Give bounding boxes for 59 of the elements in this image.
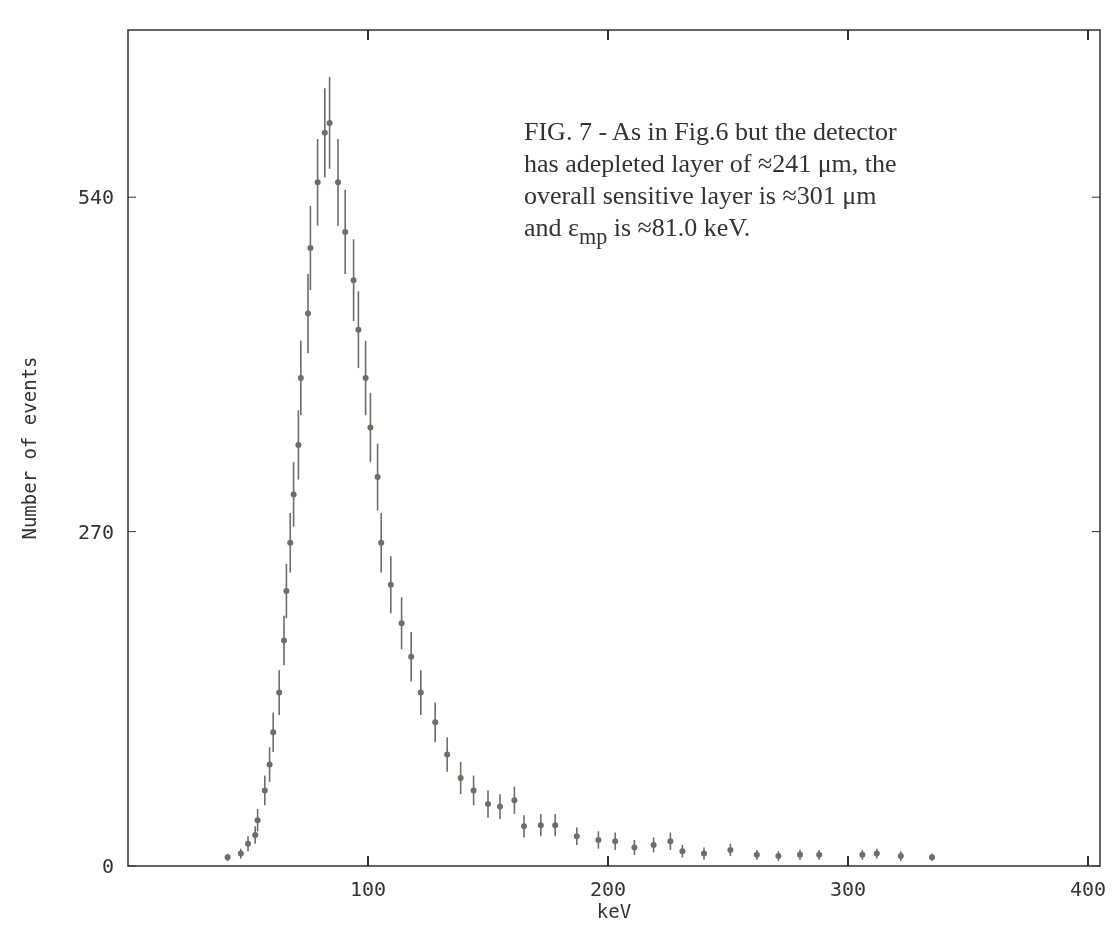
point [342,228,349,235]
point [290,491,297,498]
point [444,751,451,758]
point [314,179,321,186]
point [297,375,304,382]
point [650,841,657,848]
x-axis-title: keV [596,900,632,922]
point [537,822,544,829]
point [679,848,686,855]
point [470,787,477,794]
point [335,179,341,186]
point [552,822,559,829]
point [521,823,527,830]
point [497,803,503,810]
point [378,539,385,546]
point [295,441,302,448]
point [367,424,374,431]
point [355,326,362,333]
point [727,846,734,853]
point [261,787,268,794]
x-tick-label: 400 [1069,877,1107,901]
point [667,838,674,845]
point [573,833,580,840]
point [631,844,638,851]
point [432,719,439,726]
y-tick-label: 0 [101,854,114,878]
y-tick-label: 540 [77,185,114,210]
point [485,801,491,808]
point [350,277,357,284]
point [701,850,707,857]
point [283,588,290,595]
y-axis-title: Number of events [18,356,40,540]
x-tick-label: 100 [349,877,387,901]
point [612,838,619,845]
point [281,637,287,644]
point [276,689,283,696]
point [254,817,261,824]
point [374,474,381,481]
point [270,729,277,736]
x-tick-label: 300 [829,877,867,901]
point [252,832,259,839]
point [595,836,602,843]
point [305,310,311,317]
point [326,119,333,126]
point [245,840,251,847]
point [417,689,424,696]
point [266,761,273,768]
point [457,775,464,782]
point [408,653,415,660]
point [387,581,394,588]
x-tick-label: 200 [589,877,627,901]
point [307,244,314,251]
point [321,129,328,136]
point [511,797,518,804]
point [398,620,405,627]
point [362,375,369,382]
point [287,539,294,546]
y-tick-label: 270 [77,519,114,544]
annotation: FIG. 7 - As in Fig.6 but the detector has adepleted layer of ≈241 μm, the overall sensitive layer is ≈301 μm and ε$_{mp}$ is ≈81.0 keV. [524,117,897,249]
